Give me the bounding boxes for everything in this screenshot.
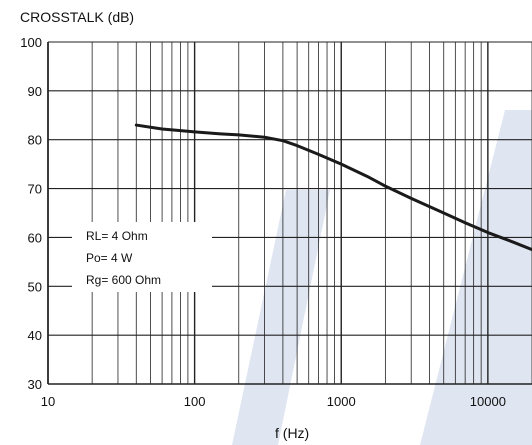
y-tick-label: 40	[28, 328, 42, 343]
y-tick-label: 100	[20, 35, 42, 50]
y-axis-title: CROSSTALK (dB)	[20, 9, 134, 25]
watermark-shape	[232, 110, 532, 445]
y-tick-label: 60	[28, 230, 42, 245]
grid-lines	[47, 41, 532, 385]
y-tick-label: 90	[28, 84, 42, 99]
y-tick-label: 70	[28, 182, 42, 197]
y-tick-label: 50	[28, 279, 42, 294]
watermark-band-left	[232, 190, 330, 445]
x-tick-label: 10000	[470, 394, 506, 409]
series-layer	[134, 123, 532, 252]
annotation-rl: RL= 4 Ohm	[86, 229, 148, 243]
annotation-po: Po= 4 W	[86, 251, 133, 265]
y-tick-label: 80	[28, 133, 42, 148]
crosstalk-curve-0	[134, 123, 532, 252]
y-tick-label: 30	[28, 377, 42, 392]
annotation-rg: Rg= 600 Ohm	[86, 273, 161, 287]
x-tick-label: 1000	[327, 394, 356, 409]
x-tick-label: 10	[41, 394, 55, 409]
annotation-box: RL= 4 Ohm Po= 4 W Rg= 600 Ohm	[72, 222, 212, 292]
x-tick-label: 100	[184, 394, 206, 409]
watermark-band-right	[420, 110, 532, 445]
tick-labels: 30 40 50 60 70 80 90 100 10 100 1000 10000	[20, 35, 506, 409]
x-axis-title: f (Hz)	[275, 425, 309, 441]
annotation-background	[72, 222, 212, 292]
